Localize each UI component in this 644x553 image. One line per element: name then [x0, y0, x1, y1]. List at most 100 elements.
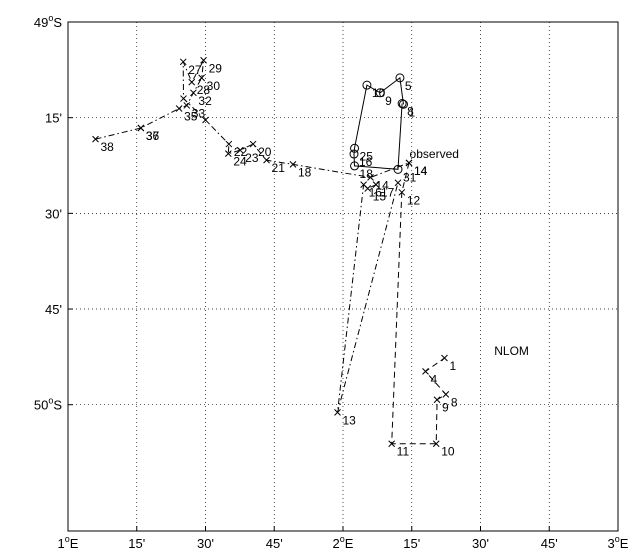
x-tick-label: 15': [403, 536, 420, 551]
hemisphere-suffix: S: [53, 15, 62, 30]
hemisphere-suffix: S: [53, 398, 62, 413]
point-marker: [334, 409, 341, 416]
x-tick-label: 3oE: [608, 534, 629, 551]
point-label: 11: [397, 445, 410, 459]
point-label: 5: [405, 79, 412, 93]
point-marker: [289, 161, 297, 168]
y-tick-label: 15': [45, 111, 62, 126]
degree-sup: o: [48, 396, 53, 406]
point-marker: [398, 188, 406, 196]
degree-sup: o: [340, 534, 345, 544]
point-marker: [395, 73, 405, 83]
point-label: 21: [272, 161, 286, 175]
point-label: 14: [414, 164, 428, 178]
hemisphere-suffix: E: [620, 536, 629, 551]
point-label: 8: [451, 395, 458, 409]
point-label: 8: [407, 105, 414, 119]
point-marker: [372, 181, 380, 189]
point-label: 12: [407, 193, 421, 207]
series-name-label: observed: [410, 147, 459, 161]
point-marker: [183, 102, 191, 109]
point-label: 33: [192, 106, 206, 120]
y-tick-label: 49oS: [34, 13, 62, 30]
point-marker: [202, 116, 209, 124]
series-line: [353, 76, 404, 170]
point-label: 24: [233, 155, 247, 169]
point-label: 28: [197, 83, 211, 97]
x-tick-label: 1oE: [58, 534, 79, 551]
point-marker: [405, 159, 413, 167]
point-label: 32: [198, 94, 212, 108]
point-marker: [200, 56, 207, 64]
point-marker: [249, 140, 257, 148]
point-label: 10: [372, 86, 386, 100]
point-label: 10: [441, 445, 455, 459]
point-label: 25: [360, 149, 374, 163]
y-tick-label: 30': [45, 206, 62, 221]
point-label: 16: [359, 155, 373, 169]
point-marker: [349, 149, 359, 159]
point-label: 38: [101, 140, 115, 154]
point-label: 20: [258, 145, 272, 159]
hemisphere-suffix: E: [345, 536, 354, 551]
point-marker: [263, 156, 270, 164]
degree-sup: o: [615, 534, 620, 544]
point-label: 16: [369, 186, 383, 200]
point-marker: [375, 88, 385, 98]
hemisphere-suffix: E: [70, 536, 79, 551]
point-label: 35: [184, 109, 198, 123]
x-tick-label: 45': [541, 536, 558, 551]
point-label: 18: [298, 165, 312, 179]
series-line: [391, 162, 447, 445]
point-label: 22: [234, 145, 248, 159]
point-marker: [190, 89, 197, 97]
point-label: 29: [209, 61, 223, 75]
point-label: 30: [207, 79, 221, 93]
point-marker: [180, 95, 187, 102]
point-marker: [179, 58, 187, 66]
point-marker: [442, 391, 450, 398]
point-label: 14: [414, 164, 428, 178]
degree-sup: o: [48, 13, 53, 23]
point-marker: [441, 354, 448, 362]
x-tick-label: 15': [128, 536, 145, 551]
point-label: 1: [449, 359, 456, 373]
point-marker: [367, 174, 374, 181]
x-tick-label: 2oE: [333, 534, 354, 551]
point-label: 1: [409, 105, 416, 119]
y-tick-label: 45': [45, 302, 62, 317]
series-NLOM: 14 12 11 10 9 841 NLOM: [388, 159, 529, 459]
point-marker: [433, 396, 441, 404]
point-label: 27: [188, 63, 202, 77]
point-label: 18: [360, 167, 374, 181]
point-label: 17: [381, 186, 395, 200]
point-label: 15: [373, 189, 387, 203]
point-label: 36: [146, 129, 160, 143]
point-marker: [362, 80, 372, 90]
point-marker: [388, 440, 396, 448]
point-marker: [236, 146, 244, 154]
point-marker: [432, 440, 440, 448]
point-marker: [350, 161, 360, 171]
point-label: 4: [431, 372, 438, 386]
point-marker: [399, 99, 408, 109]
x-tick-label: 30': [197, 536, 214, 551]
point-marker: [225, 140, 233, 148]
point-label: 23: [245, 151, 259, 165]
point-marker: [397, 99, 407, 109]
series-line: [337, 182, 399, 413]
point-marker: [224, 150, 232, 158]
point-marker: [175, 105, 183, 112]
point-marker: [92, 135, 99, 143]
point-label: 9: [385, 94, 392, 108]
point-marker: [198, 74, 206, 82]
point-marker: [393, 164, 403, 174]
point-label: 9: [442, 401, 449, 415]
point-marker: [350, 143, 360, 153]
point-marker: [394, 179, 402, 187]
series-name-label: NLOM: [494, 344, 529, 358]
point-marker: [360, 181, 367, 189]
